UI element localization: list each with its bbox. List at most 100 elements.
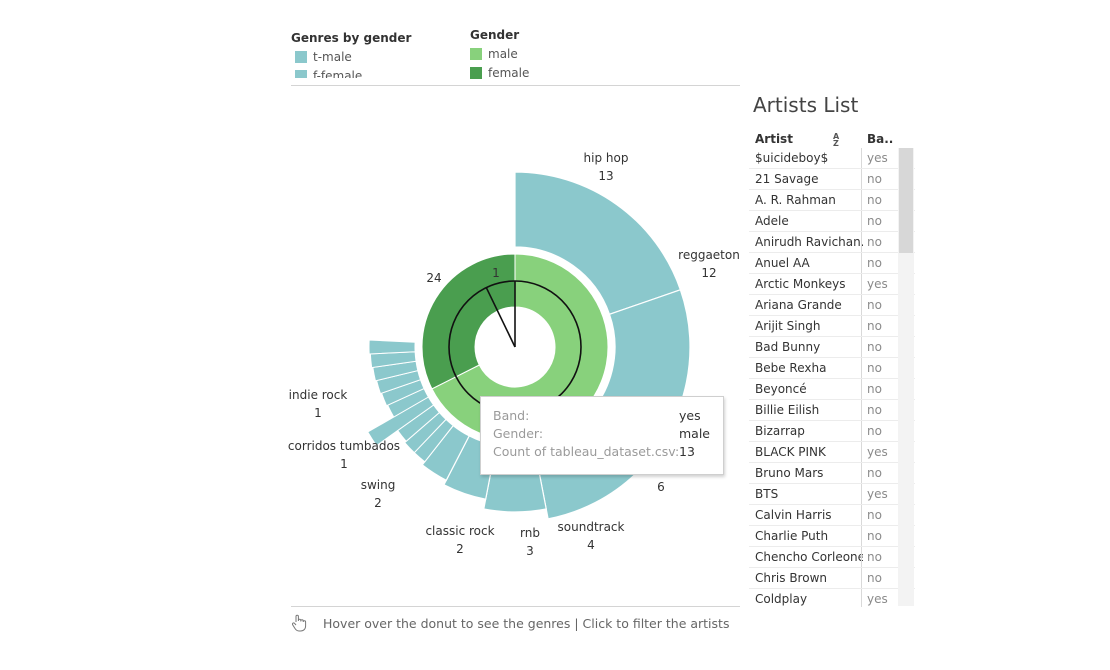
column-divider xyxy=(861,400,862,420)
band-flag: no xyxy=(867,403,882,417)
table-row[interactable]: Billie Eilish no xyxy=(749,400,915,421)
legend-item-female[interactable]: female xyxy=(470,66,529,80)
table-row[interactable]: Adele no xyxy=(749,211,915,232)
legend-item-male[interactable]: male xyxy=(470,47,529,61)
genre-slice[interactable] xyxy=(368,339,416,355)
genre-label: corridos tumbados xyxy=(288,439,400,453)
table-row[interactable]: Beyoncé no xyxy=(749,379,915,400)
tooltip-key: Gender: xyxy=(493,426,544,441)
column-divider xyxy=(861,505,862,525)
genre-label: swing xyxy=(361,478,396,492)
band-flag: no xyxy=(867,340,882,354)
table-row[interactable]: 21 Savage no xyxy=(749,169,915,190)
legend-label: female xyxy=(488,66,530,80)
band-flag: no xyxy=(867,508,882,522)
genres-legend: Genres by gender t-male f-female xyxy=(291,31,451,78)
table-row[interactable]: BTS yes xyxy=(749,484,915,505)
genre-label: 1 xyxy=(314,406,322,420)
artist-name: Coldplay xyxy=(755,592,808,606)
table-row[interactable]: Coldplay yes xyxy=(749,589,915,607)
genre-label: 2 xyxy=(374,496,382,510)
table-row[interactable]: Anuel AA no xyxy=(749,253,915,274)
table-row[interactable]: $uicideboy$ yes xyxy=(749,148,915,169)
table-row[interactable]: Chencho Corleone no xyxy=(749,547,915,568)
legend-label: t-male xyxy=(313,50,352,64)
legend-item-t-male[interactable]: t-male xyxy=(295,50,451,64)
band-flag: no xyxy=(867,529,882,543)
legend-swatch xyxy=(470,48,482,60)
artist-name: Billie Eilish xyxy=(755,403,820,417)
tooltip-row-band: Band: yes xyxy=(493,408,711,426)
genre-label: 2 xyxy=(456,542,464,556)
table-row[interactable]: Bruno Mars no xyxy=(749,463,915,484)
artist-name: Anirudh Ravichan.. xyxy=(755,235,863,249)
tooltip-value: yes xyxy=(679,408,701,423)
table-row[interactable]: Arctic Monkeys yes xyxy=(749,274,915,295)
column-divider xyxy=(861,526,862,546)
gender-count-label: 24 xyxy=(426,271,441,285)
artist-name: Chencho Corleone xyxy=(755,550,863,564)
artist-name: Beyoncé xyxy=(755,382,807,396)
divider-top xyxy=(291,85,740,86)
genre-label: hip hop xyxy=(584,151,629,165)
artist-name: Bebe Rexha xyxy=(755,361,827,375)
artist-name: Adele xyxy=(755,214,789,228)
column-divider xyxy=(861,169,862,189)
artist-name: Calvin Harris xyxy=(755,508,832,522)
divider-bottom xyxy=(291,606,740,607)
artist-name: $uicideboy$ xyxy=(755,151,829,165)
table-row[interactable]: Arijit Singh no xyxy=(749,316,915,337)
tooltip: Band: yes Gender: male Count of tableau_… xyxy=(480,396,724,475)
band-flag: no xyxy=(867,424,882,438)
column-header-band[interactable]: Ba.. xyxy=(867,132,894,146)
table-row[interactable]: Bad Bunny no xyxy=(749,337,915,358)
chart-labels: hip hop13reggaeton126soundtrack4rnb3clas… xyxy=(288,151,740,558)
band-flag: no xyxy=(867,298,882,312)
legend-swatch xyxy=(470,67,482,79)
table-body[interactable]: $uicideboy$ yes 21 Savage no A. R. Rahman no A… xyxy=(749,148,915,607)
artist-name: Arctic Monkeys xyxy=(755,277,846,291)
table-row[interactable]: BLACK PINK yes xyxy=(749,442,915,463)
column-divider xyxy=(861,337,862,357)
artist-name: BTS xyxy=(755,487,779,501)
table-row[interactable]: Ariana Grande no xyxy=(749,295,915,316)
artist-name: Bad Bunny xyxy=(755,340,821,354)
table-row[interactable]: Bizarrap no xyxy=(749,421,915,442)
genre-slice[interactable] xyxy=(514,171,682,316)
band-flag: yes xyxy=(867,151,888,165)
tooltip-key: Band: xyxy=(493,408,530,423)
table-row[interactable]: Chris Brown no xyxy=(749,568,915,589)
table-row[interactable]: Anirudh Ravichan.. no xyxy=(749,232,915,253)
column-divider xyxy=(861,568,862,588)
band-count-label: 1 xyxy=(492,266,500,280)
scrollbar-thumb[interactable] xyxy=(899,148,913,253)
artists-scrollbar[interactable] xyxy=(898,148,914,606)
table-row[interactable]: Calvin Harris no xyxy=(749,505,915,526)
band-flag: no xyxy=(867,382,882,396)
column-header-artist[interactable]: Artist xyxy=(755,132,793,146)
column-divider xyxy=(861,211,862,231)
genre-label: reggaeton xyxy=(678,248,740,262)
genre-label: indie rock xyxy=(289,388,348,402)
table-row[interactable]: Bebe Rexha no xyxy=(749,358,915,379)
band-flag: no xyxy=(867,172,882,186)
legend-item-f-female[interactable]: f-female xyxy=(295,69,451,78)
artist-name: Chris Brown xyxy=(755,571,827,585)
band-flag: yes xyxy=(867,277,888,291)
hint-bar: Hover over the donut to see the genres |… xyxy=(291,614,729,632)
tooltip-value: 13 xyxy=(679,444,695,459)
table-row[interactable]: A. R. Rahman no xyxy=(749,190,915,211)
genre-label: 3 xyxy=(526,544,534,558)
genre-label: classic rock xyxy=(425,524,494,538)
artist-name: Arijit Singh xyxy=(755,319,821,333)
column-divider xyxy=(861,589,862,607)
tooltip-value: male xyxy=(679,426,710,441)
column-divider xyxy=(861,232,862,252)
table-row[interactable]: Charlie Puth no xyxy=(749,526,915,547)
column-divider xyxy=(861,421,862,441)
genre-label: rnb xyxy=(520,526,540,540)
